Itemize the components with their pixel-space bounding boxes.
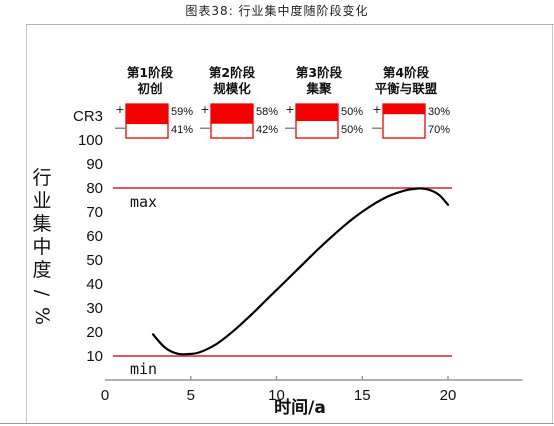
reference-label-max: max (130, 193, 157, 211)
plus-percent: 30% (428, 106, 450, 118)
y-tick-label: 50 (86, 252, 103, 269)
minus-percent: 42% (256, 124, 278, 136)
stage-fill (296, 104, 338, 121)
plus-percent: 58% (256, 106, 278, 118)
y-tick-label: 40 (86, 276, 103, 293)
minus-sign: — (285, 121, 296, 134)
stage-subtitle: 平衡与联盟 (375, 81, 438, 96)
y-tick-label: 20 (86, 324, 103, 341)
figure-frame (26, 25, 553, 424)
minus-sign: — (372, 121, 383, 134)
y-axis-label-char: 度 (32, 259, 51, 281)
y-axis-label-char: 业 (32, 190, 51, 212)
stage-fill (383, 104, 425, 115)
stage-name: 第1阶段 (127, 65, 174, 80)
reference-lines: max min (113, 187, 452, 378)
y-tick-label: 100 (78, 132, 103, 149)
y-tick-label: 10 (86, 348, 103, 365)
reference-label-min: min (130, 360, 157, 378)
y-axis-label-char: / (31, 290, 53, 297)
plus-sign: + (372, 103, 381, 116)
stage-name: 第4阶段 (383, 65, 430, 80)
minus-percent: 50% (341, 124, 363, 136)
stage-fill (126, 104, 168, 125)
x-tick-label: 15 (354, 387, 371, 404)
x-tick-label: 5 (187, 387, 195, 404)
plus-sign: + (200, 103, 209, 116)
minus-percent: 70% (428, 124, 450, 136)
stage-fill (211, 104, 253, 124)
stage-name: 第2阶段 (209, 65, 256, 80)
x-tick-label: 20 (440, 387, 457, 404)
x-tick-label: 0 (101, 387, 109, 404)
y-tick-label: 90 (86, 156, 103, 173)
y-axis-label-char: 行 (32, 167, 51, 189)
y-tick-label: 60 (86, 228, 103, 245)
stage-subtitle: 初创 (137, 81, 162, 96)
y-tick-label: 80 (86, 180, 103, 197)
chart-axes: 0 5 10 15 20 10 20 30 40 50 60 70 80 90 100 CR3 (73, 108, 523, 404)
stage-name: 第3阶段 (296, 65, 343, 80)
y-axis-title: CR3 (73, 108, 103, 125)
y-tick-label: 30 (86, 300, 103, 317)
minus-sign: — (115, 121, 126, 134)
axis-titles: 行业集中度 /% 时间/a (31, 167, 326, 418)
stage-subtitle: 集聚 (305, 81, 332, 96)
concentration-curve (151, 187, 450, 356)
minus-sign: — (200, 121, 211, 134)
bottom-divider (0, 423, 554, 424)
plus-sign: + (115, 103, 124, 116)
series-layer (151, 187, 450, 356)
y-axis-label-char: 集 (32, 213, 51, 235)
figure-caption: 图表38: 行业集中度随阶段变化 (185, 4, 369, 18)
caption-divider (26, 24, 554, 25)
stage-subtitle: 规模化 (213, 81, 251, 96)
plus-sign: + (285, 103, 294, 116)
x-tick-label: 10 (268, 387, 285, 404)
x-axis-label: 时间/a (274, 397, 326, 418)
plus-percent: 59% (171, 106, 193, 118)
y-axis-label-char: 中 (32, 236, 51, 258)
y-axis-label-char: % (31, 307, 53, 325)
y-tick-label: 70 (86, 204, 103, 221)
minus-percent: 41% (171, 124, 193, 136)
plus-percent: 50% (341, 106, 363, 118)
